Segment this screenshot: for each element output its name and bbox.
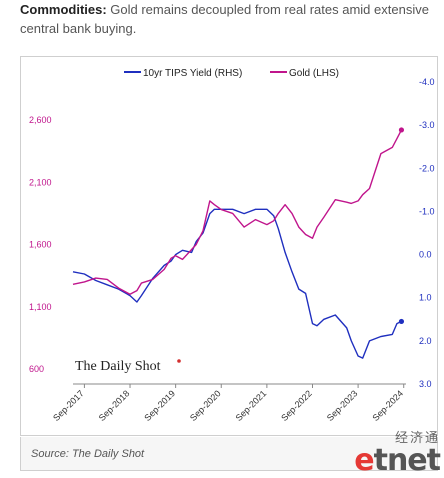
right-tick-label: -2.0 xyxy=(419,163,435,173)
headline-text: Gold remains decoupled from real rates a… xyxy=(20,2,429,36)
headline-lead: Commodities: xyxy=(20,2,107,17)
right-tick-label: 1.0 xyxy=(419,293,432,303)
source-text: Source: The Daily Shot xyxy=(31,448,145,460)
watermark: 经济通 etnet xyxy=(354,427,441,478)
legend-label-tips: 10yr TIPS Yield (RHS) xyxy=(143,68,242,79)
tips-series-line xyxy=(72,208,402,359)
legend-label-gold: Gold (LHS) xyxy=(289,68,339,79)
brand-dot xyxy=(177,359,181,363)
right-tick-label: -1.0 xyxy=(419,206,435,216)
x-tick-label: Sep-2018 xyxy=(97,388,132,423)
right-tick-label: 0.0 xyxy=(419,250,432,260)
tips-end-marker xyxy=(398,318,405,325)
left-tick-label: 1,600 xyxy=(29,240,52,250)
chart-frame: Sep-2017 Sep-2018 Sep-2019 Sep-2020 Sep-2021… xyxy=(20,56,438,436)
left-tick-label: 1,100 xyxy=(29,302,52,312)
x-tick-label: Sep-2019 xyxy=(142,388,177,423)
right-tick-label: -4.0 xyxy=(419,77,435,87)
source-box: Source: The Daily Shot xyxy=(20,437,438,471)
left-tick-label: 2,100 xyxy=(29,177,52,187)
chart-svg: Sep-2017 Sep-2018 Sep-2019 Sep-2020 Sep-2021… xyxy=(29,68,435,423)
x-tick-label: Sep-2021 xyxy=(234,388,269,423)
gold-series-line xyxy=(72,129,403,296)
watermark-logo: etnet xyxy=(354,443,441,478)
x-tick-label: Sep-2022 xyxy=(279,388,314,423)
x-tick-label: Sep-2024 xyxy=(370,388,405,423)
left-tick-label: 2,600 xyxy=(29,115,52,125)
brand-label: The Daily Shot xyxy=(75,359,161,374)
x-tick-label: Sep-2020 xyxy=(188,388,223,423)
gold-end-marker xyxy=(398,127,405,133)
right-tick-label: 2.0 xyxy=(419,336,432,346)
left-tick-label: 600 xyxy=(29,364,44,374)
x-tick-label: Sep-2023 xyxy=(325,388,360,423)
headline: Commodities: Gold remains decoupled from… xyxy=(20,0,440,38)
right-tick-label: -3.0 xyxy=(419,120,435,130)
watermark-chinese: 经济通 xyxy=(394,431,440,446)
right-tick-label: 3.0 xyxy=(419,379,432,389)
x-tick-label: Sep-2017 xyxy=(51,388,86,423)
